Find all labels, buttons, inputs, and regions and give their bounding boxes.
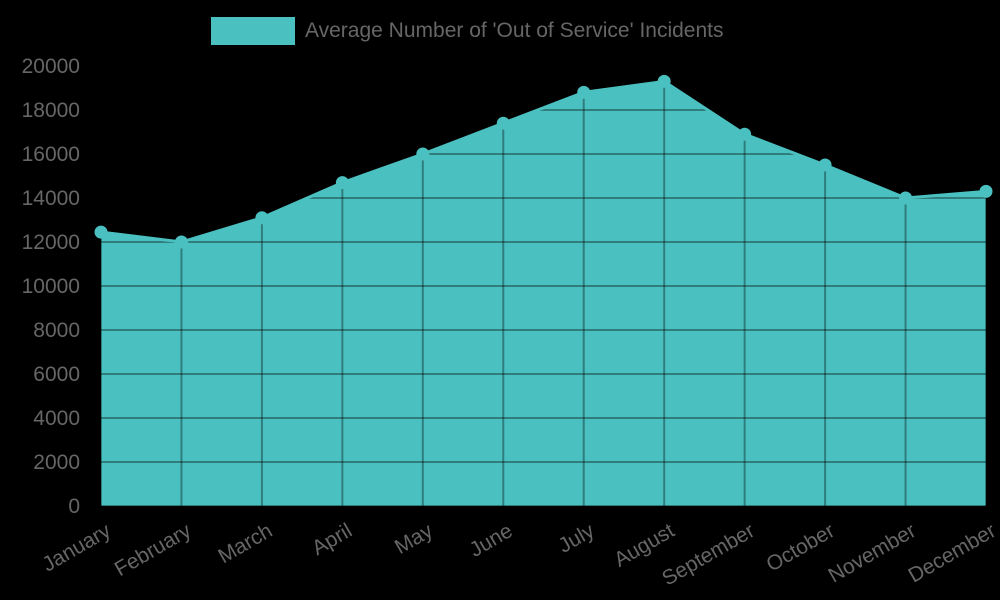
data-point-november[interactable]	[899, 191, 913, 205]
y-tick-label: 8000	[33, 319, 80, 342]
legend[interactable]: Average Number of 'Out of Service' Incid…	[211, 17, 724, 45]
y-tick-label: 2000	[33, 451, 80, 474]
y-tick-label: 10000	[21, 275, 80, 298]
legend-label: Average Number of 'Out of Service' Incid…	[305, 19, 724, 42]
y-tick-label: 20000	[21, 55, 80, 78]
y-tick-label: 16000	[21, 143, 80, 166]
data-point-january[interactable]	[94, 225, 108, 239]
data-point-october[interactable]	[818, 158, 832, 172]
data-point-june[interactable]	[496, 116, 510, 130]
data-point-september[interactable]	[738, 127, 752, 141]
data-point-august[interactable]	[657, 74, 671, 88]
data-point-march[interactable]	[255, 211, 269, 225]
area-fill	[101, 81, 986, 507]
y-tick-label: 4000	[33, 407, 80, 430]
data-point-july[interactable]	[577, 85, 591, 99]
legend-swatch	[211, 17, 295, 45]
y-tick-label: 6000	[33, 363, 80, 386]
data-points	[94, 74, 993, 249]
data-point-february[interactable]	[174, 235, 188, 249]
data-point-december[interactable]	[979, 184, 993, 198]
y-tick-label: 18000	[21, 99, 80, 122]
y-tick-label: 12000	[21, 231, 80, 254]
data-point-may[interactable]	[416, 147, 430, 161]
y-tick-label: 14000	[21, 187, 80, 210]
y-tick-label: 0	[68, 495, 80, 518]
data-line	[100, 79, 987, 244]
data-point-april[interactable]	[335, 176, 349, 190]
